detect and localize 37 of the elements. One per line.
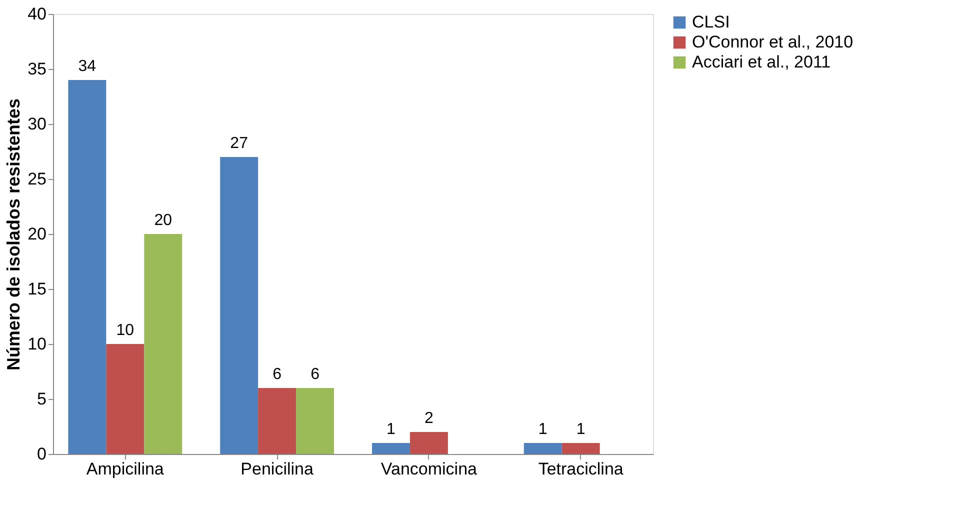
bar xyxy=(296,388,334,454)
data-label: 34 xyxy=(78,58,96,75)
y-tick-label: 30 xyxy=(28,114,46,134)
x-tick-label: Ampicilina xyxy=(86,460,164,478)
y-axis-title: Número de isolados resistentes xyxy=(4,98,24,371)
legend-label: O'Connor et al., 2010 xyxy=(692,32,854,52)
data-label: 1 xyxy=(538,421,548,438)
bar xyxy=(562,443,600,454)
y-tick-label: 20 xyxy=(28,224,46,244)
bar xyxy=(220,157,258,454)
x-tick-label: Vancomicina xyxy=(380,460,478,478)
bar xyxy=(258,388,296,454)
bar xyxy=(144,234,182,454)
data-label: 6 xyxy=(310,366,320,383)
bar xyxy=(68,80,106,454)
data-label: 2 xyxy=(424,410,434,427)
data-label: 20 xyxy=(154,212,172,229)
legend-label: CLSI xyxy=(692,12,730,32)
y-tick-label: 25 xyxy=(28,170,46,188)
y-tick-label: 5 xyxy=(37,390,46,408)
bar xyxy=(410,432,448,454)
data-label: 27 xyxy=(230,135,248,152)
data-label: 6 xyxy=(272,366,282,383)
bar xyxy=(372,443,410,454)
y-tick-label: 40 xyxy=(28,4,46,24)
y-tick-label: 35 xyxy=(28,60,46,78)
y-tick-label: 0 xyxy=(37,444,46,464)
y-tick-label: 10 xyxy=(28,334,46,354)
x-tick-label: Penicilina xyxy=(240,460,314,478)
data-label: 10 xyxy=(116,322,134,339)
bar xyxy=(524,443,562,454)
x-tick-label: Tetraciclina xyxy=(538,460,624,478)
y-tick-label: 15 xyxy=(28,280,46,298)
data-label: 1 xyxy=(386,421,396,438)
data-label: 1 xyxy=(576,421,586,438)
bar xyxy=(106,344,144,454)
legend-label: Acciari et al., 2011 xyxy=(692,52,831,72)
